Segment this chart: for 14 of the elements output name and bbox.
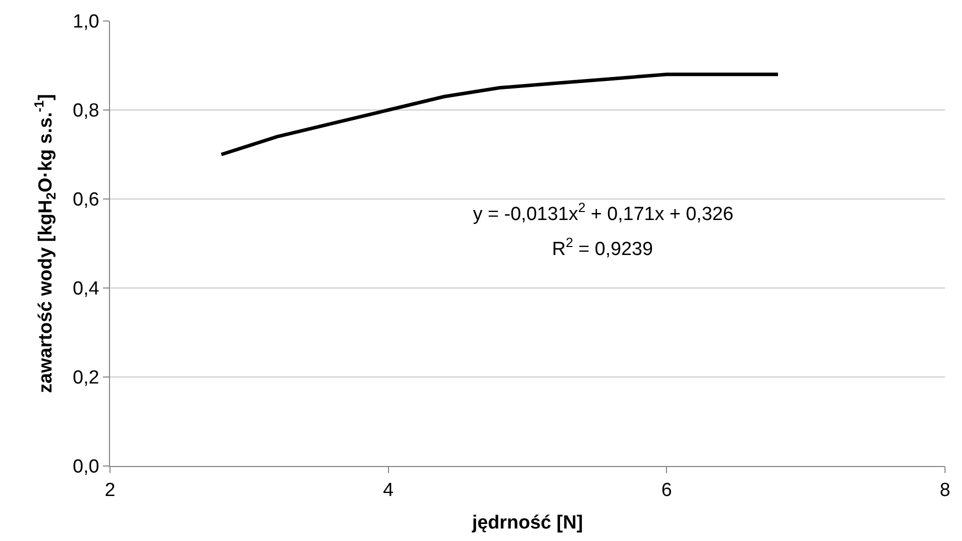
y-tick-label: 0,0 [72, 456, 100, 478]
x-tick-label: 2 [104, 480, 116, 501]
y-tick-label: 0,6 [72, 190, 100, 211]
x-tick-label: 4 [383, 480, 394, 501]
y-tick-label: 0,2 [72, 368, 100, 389]
annotation: y = -0,0131x$^{2}$ + 0,171x + 0,326 [473, 200, 734, 225]
annotation: R$^{2}$ = 0,9239 [552, 235, 653, 260]
y-tick-label: 1,0 [72, 12, 100, 33]
x-axis-title: jędrność [N] [471, 512, 583, 534]
line-series [220, 72, 780, 156]
x-tick-label: 8 [940, 480, 950, 501]
y-tick-label: 0,8 [72, 100, 100, 122]
x-tick-label: 6 [661, 480, 672, 501]
y-tick-label: 0,4 [72, 278, 100, 300]
